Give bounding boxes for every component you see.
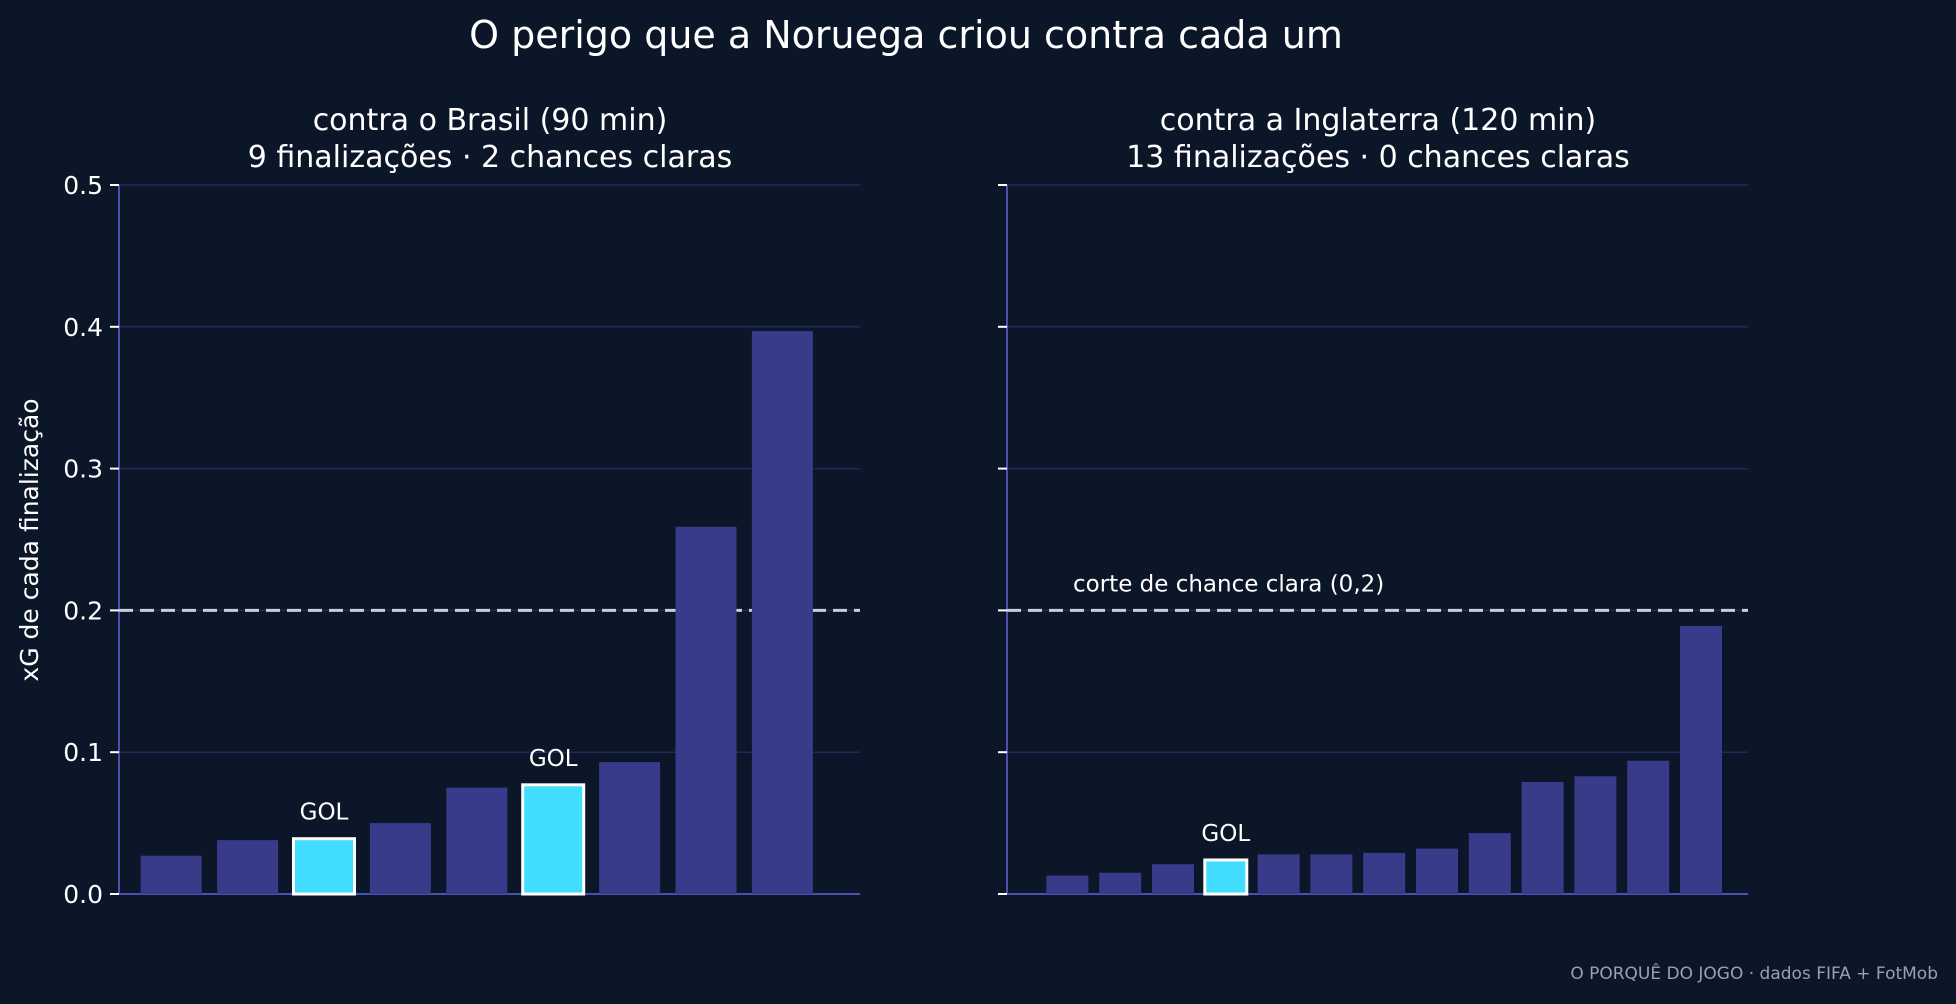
- shot-bar: [446, 787, 508, 894]
- panel-inglaterra: contra a Inglaterra (120 min)13 finaliza…: [998, 103, 1748, 896]
- y-axis-label: xG de cada finalização: [15, 398, 44, 681]
- shot-bar: [369, 823, 431, 894]
- chart-title: O perigo que a Noruega criou contra cada…: [469, 13, 1343, 57]
- shot-bar: [1099, 872, 1142, 894]
- footer-credit: O PORQUÊ DO JOGO · dados FIFA + FotMob: [1570, 962, 1938, 984]
- panel-title: contra a Inglaterra (120 min): [1160, 103, 1596, 138]
- threshold-label: corte de chance clara (0,2): [1073, 571, 1384, 597]
- y-tick-label: 0.0: [63, 880, 103, 909]
- shot-bar: [1363, 852, 1406, 894]
- goal-label: GOL: [529, 746, 578, 772]
- shot-bar: [140, 855, 202, 894]
- shot-bar: [1680, 625, 1722, 894]
- shot-bar: [599, 762, 661, 894]
- goal-bar: [292, 837, 356, 896]
- y-tick-label: 0.4: [63, 313, 103, 342]
- goal-label: GOL: [1201, 821, 1250, 847]
- shot-bar: [1521, 781, 1564, 894]
- shot-bar: [751, 331, 813, 895]
- panel-title: contra o Brasil (90 min): [313, 103, 668, 138]
- y-tick-label: 0.5: [63, 171, 103, 200]
- shot-bar: [675, 526, 737, 894]
- goal-bar: [521, 783, 586, 896]
- goal-bar: [1203, 858, 1249, 896]
- panel-brasil: contra o Brasil (90 min)9 finalizações ·…: [63, 103, 860, 909]
- shot-bar: [1310, 854, 1353, 894]
- shot-bar: [217, 840, 279, 894]
- shot-bar: [1046, 875, 1089, 894]
- shot-bar: [1152, 864, 1194, 894]
- shot-bar: [1574, 776, 1617, 894]
- panel-subtitle: 9 finalizações · 2 chances claras: [248, 140, 732, 175]
- y-tick-label: 0.2: [63, 596, 103, 625]
- y-tick-label: 0.3: [63, 455, 103, 484]
- shot-bar: [1257, 854, 1300, 894]
- shot-bar: [1468, 833, 1511, 894]
- goal-label: GOL: [300, 800, 349, 826]
- shot-bar: [1627, 760, 1670, 894]
- panel-subtitle: 13 finalizações · 0 chances claras: [1126, 140, 1630, 175]
- y-tick-label: 0.1: [63, 738, 103, 767]
- shot-bar: [1416, 848, 1458, 894]
